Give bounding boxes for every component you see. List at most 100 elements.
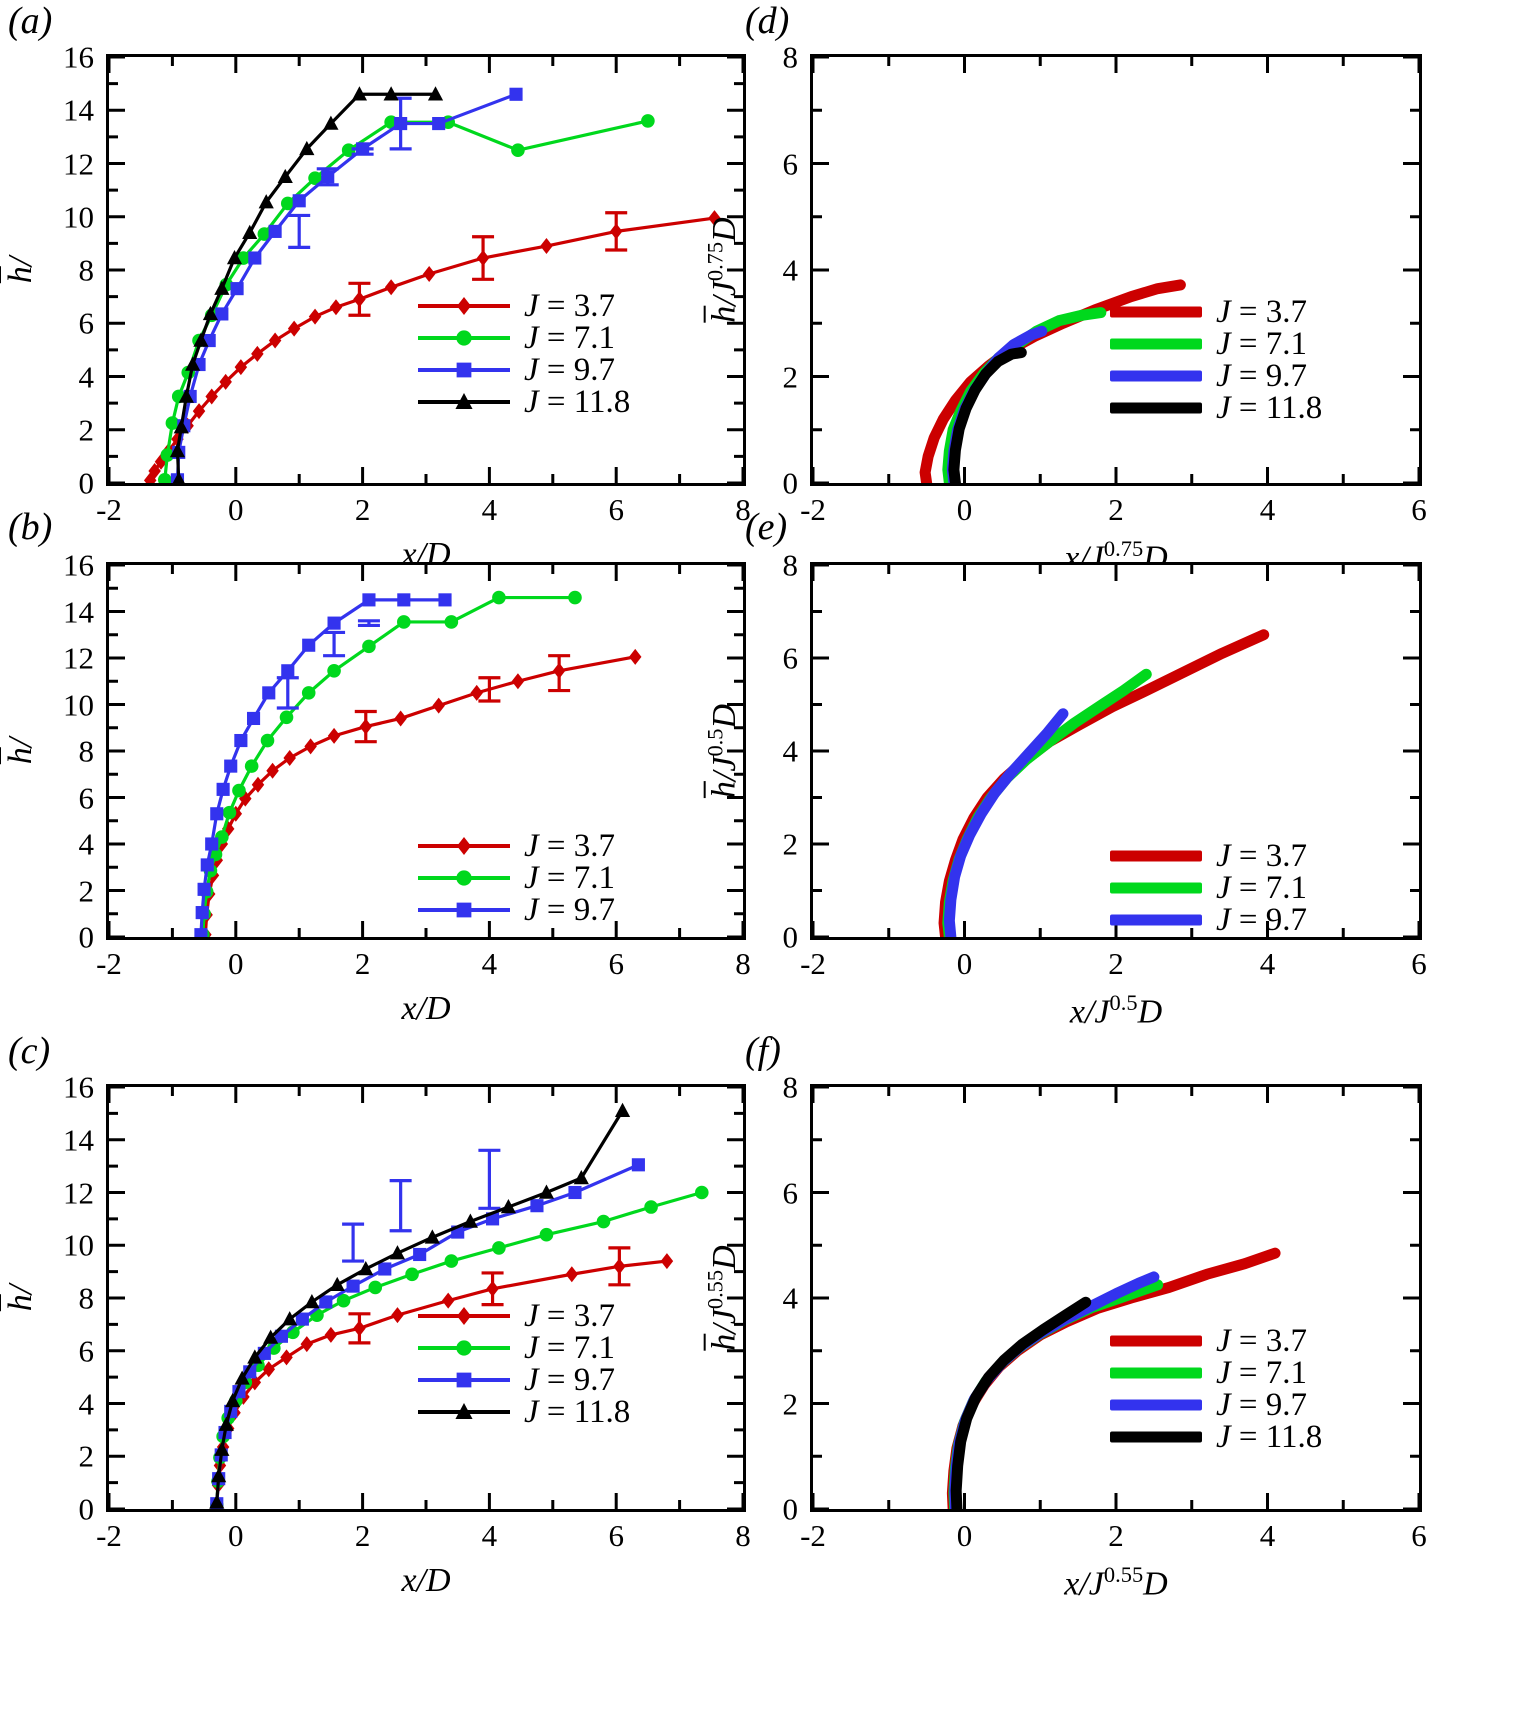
x-tick-label: 0 [228,1518,244,1553]
y-tick-label: 6 [78,305,95,341]
y-tick-label: 8 [78,1280,95,1316]
legend-swatch-square-icon [418,354,510,386]
panel-tag-b: (b) [8,506,53,548]
legend-swatch-square-icon [418,1364,510,1396]
y-tick-label: 8 [782,1069,799,1105]
x-tick-label: 2 [1108,492,1124,527]
legend-swatch-line-icon [1110,904,1202,936]
legend-label: J = 9.7 [524,1361,616,1398]
legend-swatch-line-icon [1110,1357,1202,1389]
x-tick-label: 2 [354,946,371,981]
y-tick-label: 12 [63,146,94,181]
x-tick-label: 0 [228,946,244,981]
y-tick-label: 12 [63,640,94,676]
legend-item: J = 9.7 [418,1361,743,1398]
y-axis-label: h/ [2,737,39,765]
x-tick-label: -2 [800,492,826,527]
legend-label: J = 7.1 [1216,869,1308,906]
y-tick-label: 10 [63,687,94,722]
plot-area-a [106,54,746,486]
legend-swatch-line-icon [1110,296,1202,328]
legend-item: J = 7.1 [1110,326,1420,362]
legend-item: J = 9.7 [418,352,743,388]
y-tick-label: 6 [78,780,95,815]
y-tick-label: 0 [782,919,799,955]
x-tick-label: 2 [1108,946,1124,981]
legend-item: J = 9.7 [418,891,743,928]
x-tick-label: 8 [735,946,751,981]
x-tick-label: 4 [481,946,498,981]
legend-item: J = 11.8 [1110,389,1420,426]
x-axis-label: x/D [401,1562,451,1599]
y-tick-label: 12 [63,1175,94,1210]
x-tick-label: -2 [96,946,122,981]
legend-item: J = 7.1 [418,860,743,896]
plot-area-e [810,562,1422,940]
legend-label: J = 7.1 [524,319,616,356]
x-tick-label: 4 [481,1518,498,1553]
legend-label: J = 11.8 [524,383,631,420]
legend-label: J = 7.1 [524,1329,616,1366]
y-tick-label: 14 [63,1122,94,1158]
y-tick-label: 8 [782,39,799,75]
legend-item: J = 7.1 [1110,869,1420,906]
x-tick-label: 6 [608,1518,624,1553]
y-tick-label: 0 [78,919,95,955]
panel-tag-a: (a) [8,0,53,42]
legend-item: J = 3.7 [1110,1323,1420,1359]
legend-item: J = 11.8 [1110,1419,1420,1455]
y-tick-label: 6 [78,1333,95,1369]
y-tick-label: 4 [782,252,799,288]
y-axis-label: h/J0.5D [702,703,743,799]
panel-tag-e: (e) [745,506,788,548]
legend-label: J = 9.7 [1216,1386,1308,1423]
x-tick-label: 6 [1411,1518,1427,1553]
y-tick-label: 4 [782,733,799,769]
x-tick-label: -2 [96,1518,122,1553]
legend-swatch-line-icon [1110,840,1202,872]
y-tick-label: 16 [63,39,94,75]
legend-label: J = 9.7 [1216,357,1308,394]
y-tick-label: 0 [782,1491,799,1527]
x-axis-label: x/J0.5D [1069,990,1163,1031]
y-tick-label: 0 [78,465,95,501]
x-tick-label: 4 [1259,492,1276,527]
y-axis-label: h/J0.55D [702,1245,743,1351]
x-tick-label: 0 [956,492,973,527]
x-tick-label: 6 [1411,946,1427,981]
legend-item: J = 7.1 [418,319,743,356]
legend-label: J = 3.7 [524,1297,616,1334]
legend-c: J = 3.7 J = 7.1 J = 9.7 J = 11.8 [418,1297,743,1430]
legend-swatch-triangle-icon [418,386,510,418]
x-tick-label: 2 [354,492,371,527]
panel-tag-f: (f) [745,1030,781,1072]
y-tick-label: 6 [782,146,799,181]
x-tick-label: 8 [735,492,751,527]
legend-swatch-circle-icon [418,322,510,354]
legend-item: J = 9.7 [1110,902,1420,938]
y-axis-label: h/ [2,1284,39,1312]
y-tick-label: 8 [78,252,95,288]
y-tick-label: 2 [782,1386,799,1421]
legend-item: J = 11.8 [418,383,743,420]
legend-label: J = 11.8 [1216,389,1323,426]
legend-swatch-triangle-icon [418,1396,510,1428]
legend-swatch-diamond-icon [418,830,510,862]
x-tick-label: 0 [228,492,244,527]
legend-swatch-line-icon [1110,1421,1202,1453]
x-tick-label: 4 [481,492,498,527]
legend-item: J = 7.1 [418,1329,743,1366]
y-tick-label: 14 [63,594,94,629]
legend-label: J = 9.7 [524,891,616,928]
x-tick-label: 2 [354,1518,371,1553]
x-tick-label: 6 [608,492,624,527]
legend-label: J = 11.8 [524,1393,631,1430]
y-tick-label: 6 [782,640,799,676]
x-tick-label: -2 [96,492,122,527]
y-tick-label: 2 [78,1438,95,1474]
legend-swatch-square-icon [418,894,510,926]
y-tick-label: 8 [782,547,799,583]
x-tick-label: -2 [800,946,826,981]
legend-item: J = 3.7 [418,288,743,324]
legend-item: J = 3.7 [1110,294,1420,330]
